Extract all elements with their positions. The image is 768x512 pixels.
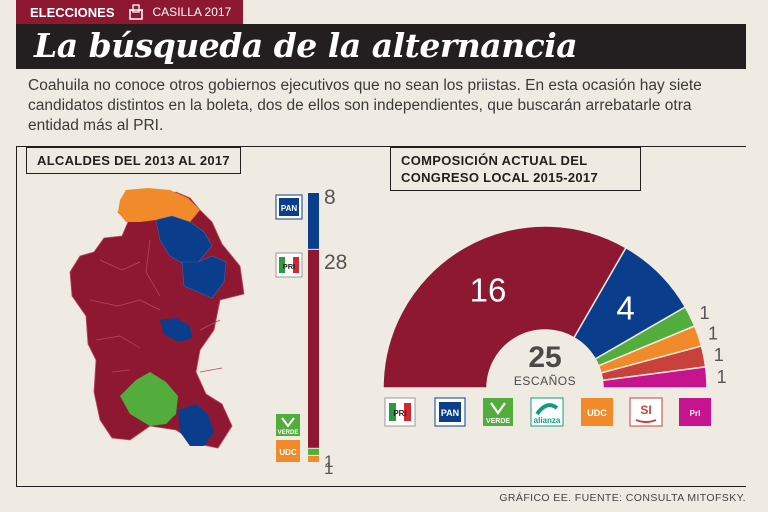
section-tag: ELECCIONES CASILLA 2017 (16, 0, 244, 24)
logo-pan-row: PAN (434, 397, 466, 427)
bar-segment-udc (308, 455, 319, 462)
bar-label-pri: 28 (324, 251, 347, 274)
frame-bottom (16, 486, 746, 487)
page-title: La búsqueda de la alternancia (34, 26, 578, 65)
logo-si-row: SI (629, 397, 663, 427)
coahuila-map (69, 188, 245, 449)
congress-total: 25 (528, 341, 561, 374)
svg-text:PRI: PRI (283, 262, 296, 271)
ballot-box-icon (124, 0, 147, 24)
map-region-pan-center (160, 318, 192, 342)
svg-text:PRI: PRI (393, 409, 406, 418)
mayors-chart-title: ALCALDES DEL 2013 AL 2017 (26, 147, 241, 174)
map-region-verde (120, 372, 178, 426)
logo-pan: PAN (275, 194, 303, 220)
source-note: GRÁFICO EE. FUENTE: CONSULTA MITOFSKY. (499, 492, 746, 504)
svg-text:VERDE: VERDE (486, 418, 510, 425)
logo-verde-row: VERDE (483, 398, 513, 426)
mayors-value-labels: 8 28 11 (324, 186, 347, 478)
map-region-pan-mid (181, 255, 227, 299)
alianza-logo-text: alianza (534, 416, 561, 425)
headline-bar: La búsqueda de la alternancia (16, 24, 746, 69)
section-divider (16, 146, 746, 147)
svg-text:UDC: UDC (279, 448, 297, 457)
congress-half-donut (382, 225, 708, 389)
bar-segment-verde (308, 448, 319, 455)
subsection-label: CASILLA 2017 (146, 0, 244, 24)
map-region-udc (118, 188, 200, 222)
logo-udc: UDC (276, 440, 300, 462)
mayors-stacked-bar (308, 193, 319, 462)
svg-text:Prl: Prl (690, 409, 701, 418)
donut-label-pri: 16 (470, 271, 507, 308)
donut-label-pan: 4 (616, 289, 634, 326)
svg-text:PAN: PAN (441, 408, 459, 418)
map-borders (89, 239, 223, 373)
donut-label-verde: 1 (699, 303, 709, 323)
congress-total-label: ESCAÑOS (514, 374, 576, 388)
svg-text:PAN: PAN (281, 204, 298, 213)
bar-label-pan: 8 (324, 186, 336, 209)
logo-alianza-row: alianza (530, 397, 564, 427)
logo-pri2-row: Prl (679, 398, 711, 426)
bar-segment-pan (308, 193, 319, 249)
map-region-pan-north (155, 215, 213, 265)
logo-pri: PRI (275, 252, 303, 278)
donut-label-udc: 1 (708, 323, 718, 343)
bar-label-verde: 1 (324, 452, 333, 471)
logo-pri-row: PRI (384, 397, 416, 427)
logo-udc-row: UDC (581, 398, 613, 426)
frame-left (16, 146, 17, 486)
donut-slice-pri (382, 225, 628, 389)
svg-text:UDC: UDC (587, 408, 607, 418)
bar-label-udc: 1 (324, 459, 333, 478)
map-region-pan-south (178, 404, 214, 446)
logo-row: PRI PAN VERDE alianza UDC SI Prl (384, 397, 711, 427)
donut-label-si: 1 (714, 345, 724, 365)
congress-chart-title: COMPOSICIÓN ACTUAL DEL CONGRESO LOCAL 20… (390, 147, 641, 191)
svg-text:SI: SI (640, 403, 651, 417)
section-label: ELECCIONES (16, 0, 125, 24)
donut-label-pri2: 1 (717, 367, 727, 387)
intro-text: Coahuila no conoce otros gobiernos ejecu… (28, 77, 702, 134)
svg-text:VERDE: VERDE (278, 430, 299, 436)
donut-slice-pri2 (601, 366, 708, 389)
bar-segment-pri (308, 249, 319, 448)
logo-verde: VERDE (276, 414, 300, 436)
